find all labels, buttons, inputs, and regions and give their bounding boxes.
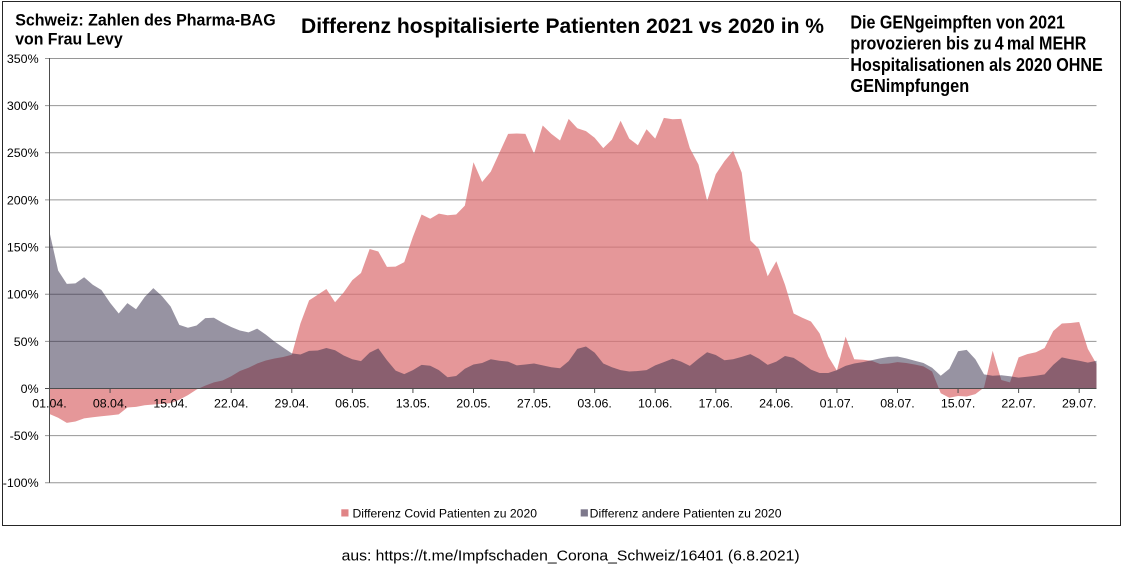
svg-text:provozieren bis zu 4 mal MEHR: provozieren bis zu 4 mal MEHR <box>850 34 1086 54</box>
svg-text:50%: 50% <box>14 335 39 349</box>
svg-text:08.04.: 08.04. <box>93 397 127 411</box>
svg-text:150%: 150% <box>7 240 39 254</box>
svg-text:300%: 300% <box>7 99 39 113</box>
svg-text:Schweiz: Zahlen des Pharma-BAG: Schweiz: Zahlen des Pharma-BAG <box>15 11 276 30</box>
svg-text:01.07.: 01.07. <box>820 397 854 411</box>
svg-text:15.04.: 15.04. <box>153 397 187 411</box>
svg-text:20.05.: 20.05. <box>456 397 490 411</box>
svg-text:03.06.: 03.06. <box>577 397 611 411</box>
svg-text:350%: 350% <box>7 52 39 66</box>
svg-text:0%: 0% <box>21 382 39 396</box>
svg-text:100%: 100% <box>7 288 39 302</box>
svg-text:Hospitalisationen als 2020 OHN: Hospitalisationen als 2020 OHNE <box>850 55 1102 75</box>
svg-text:Die GENgeimpften von 2021: Die GENgeimpften von 2021 <box>850 13 1065 33</box>
svg-text:Differenz hospitalisierte Pati: Differenz hospitalisierte Patienten 2021… <box>301 15 824 38</box>
svg-text:-50%: -50% <box>10 429 39 443</box>
svg-text:22.04.: 22.04. <box>214 397 248 411</box>
svg-text:13.05.: 13.05. <box>396 397 430 411</box>
svg-text:06.05.: 06.05. <box>335 397 369 411</box>
svg-text:08.07.: 08.07. <box>880 397 914 411</box>
svg-text:Differenz andere Patienten zu: Differenz andere Patienten zu 2020 <box>590 507 782 521</box>
svg-text:-100%: -100% <box>3 476 39 490</box>
svg-text:200%: 200% <box>7 193 39 207</box>
svg-text:von Frau Levy: von Frau Levy <box>15 30 123 49</box>
svg-text:aus: https://t.me/Impfschaden_: aus: https://t.me/Impfschaden_Corona_Sch… <box>342 548 800 565</box>
svg-text:GENimpfungen: GENimpfungen <box>850 76 969 96</box>
svg-text:29.07.: 29.07. <box>1062 397 1096 411</box>
svg-text:Differenz Covid Patienten zu 2: Differenz Covid Patienten zu 2020 <box>353 507 538 521</box>
svg-text:10.06.: 10.06. <box>638 397 672 411</box>
svg-text:24.06.: 24.06. <box>759 397 793 411</box>
svg-text:01.04.: 01.04. <box>32 397 66 411</box>
svg-text:15.07.: 15.07. <box>941 397 975 411</box>
svg-text:17.06.: 17.06. <box>699 397 733 411</box>
svg-text:27.05.: 27.05. <box>517 397 551 411</box>
svg-text:22.07.: 22.07. <box>1001 397 1035 411</box>
svg-text:29.04.: 29.04. <box>275 397 309 411</box>
svg-text:250%: 250% <box>7 146 39 160</box>
